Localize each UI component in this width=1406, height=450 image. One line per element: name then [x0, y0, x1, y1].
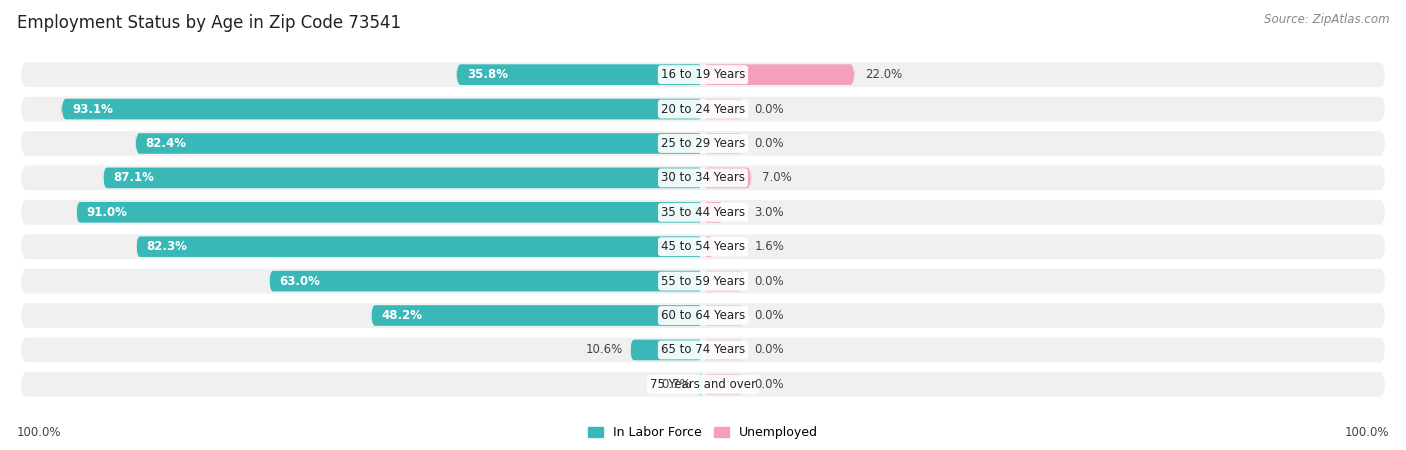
FancyBboxPatch shape — [371, 305, 703, 326]
Text: 87.1%: 87.1% — [114, 171, 155, 184]
FancyBboxPatch shape — [457, 64, 703, 85]
Text: 20 to 24 Years: 20 to 24 Years — [661, 103, 745, 116]
Text: 82.3%: 82.3% — [146, 240, 187, 253]
FancyBboxPatch shape — [17, 116, 1389, 171]
Text: 30 to 34 Years: 30 to 34 Years — [661, 171, 745, 184]
FancyBboxPatch shape — [703, 202, 724, 223]
Text: 10.6%: 10.6% — [586, 343, 623, 356]
FancyBboxPatch shape — [703, 340, 744, 360]
Text: 35.8%: 35.8% — [467, 68, 508, 81]
FancyBboxPatch shape — [76, 202, 703, 223]
Text: 48.2%: 48.2% — [381, 309, 422, 322]
FancyBboxPatch shape — [17, 151, 1389, 205]
FancyBboxPatch shape — [703, 133, 744, 154]
FancyBboxPatch shape — [17, 288, 1389, 343]
Text: 55 to 59 Years: 55 to 59 Years — [661, 274, 745, 288]
FancyBboxPatch shape — [703, 305, 744, 326]
FancyBboxPatch shape — [703, 64, 855, 85]
FancyBboxPatch shape — [699, 374, 703, 395]
Legend: In Labor Force, Unemployed: In Labor Force, Unemployed — [583, 421, 823, 445]
FancyBboxPatch shape — [17, 220, 1389, 274]
FancyBboxPatch shape — [17, 185, 1389, 239]
FancyBboxPatch shape — [17, 254, 1389, 308]
FancyBboxPatch shape — [703, 271, 744, 292]
Text: 0.7%: 0.7% — [662, 378, 692, 391]
Text: 65 to 74 Years: 65 to 74 Years — [661, 343, 745, 356]
Text: 7.0%: 7.0% — [762, 171, 792, 184]
Text: 25 to 29 Years: 25 to 29 Years — [661, 137, 745, 150]
Text: 3.0%: 3.0% — [755, 206, 785, 219]
Text: 0.0%: 0.0% — [755, 274, 785, 288]
FancyBboxPatch shape — [630, 340, 703, 360]
Text: 60 to 64 Years: 60 to 64 Years — [661, 309, 745, 322]
FancyBboxPatch shape — [703, 374, 744, 395]
FancyBboxPatch shape — [136, 236, 703, 257]
Text: 1.6%: 1.6% — [755, 240, 785, 253]
FancyBboxPatch shape — [135, 133, 703, 154]
Text: 93.1%: 93.1% — [72, 103, 112, 116]
Text: 82.4%: 82.4% — [146, 137, 187, 150]
Text: Source: ZipAtlas.com: Source: ZipAtlas.com — [1264, 14, 1389, 27]
Text: 63.0%: 63.0% — [280, 274, 321, 288]
FancyBboxPatch shape — [17, 82, 1389, 136]
Text: 100.0%: 100.0% — [1344, 426, 1389, 439]
FancyBboxPatch shape — [17, 47, 1389, 102]
FancyBboxPatch shape — [269, 271, 703, 292]
Text: 91.0%: 91.0% — [86, 206, 128, 219]
FancyBboxPatch shape — [17, 357, 1389, 412]
FancyBboxPatch shape — [703, 167, 751, 188]
FancyBboxPatch shape — [103, 167, 703, 188]
Text: 0.0%: 0.0% — [755, 103, 785, 116]
FancyBboxPatch shape — [17, 323, 1389, 377]
Text: 0.0%: 0.0% — [755, 309, 785, 322]
FancyBboxPatch shape — [703, 236, 714, 257]
Text: 0.0%: 0.0% — [755, 137, 785, 150]
Text: Employment Status by Age in Zip Code 73541: Employment Status by Age in Zip Code 735… — [17, 14, 401, 32]
Text: 35 to 44 Years: 35 to 44 Years — [661, 206, 745, 219]
Text: 75 Years and over: 75 Years and over — [650, 378, 756, 391]
Text: 0.0%: 0.0% — [755, 343, 785, 356]
FancyBboxPatch shape — [62, 99, 703, 119]
FancyBboxPatch shape — [703, 99, 744, 119]
Text: 45 to 54 Years: 45 to 54 Years — [661, 240, 745, 253]
Text: 0.0%: 0.0% — [755, 378, 785, 391]
Text: 16 to 19 Years: 16 to 19 Years — [661, 68, 745, 81]
Text: 22.0%: 22.0% — [865, 68, 903, 81]
Text: 100.0%: 100.0% — [17, 426, 62, 439]
